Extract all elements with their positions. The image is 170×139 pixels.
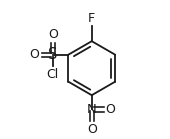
Text: O: O xyxy=(87,123,97,136)
Text: O: O xyxy=(30,48,39,61)
Text: N: N xyxy=(87,103,97,116)
Text: O: O xyxy=(106,103,116,116)
Text: Cl: Cl xyxy=(47,68,59,81)
Text: S: S xyxy=(48,47,57,62)
Text: F: F xyxy=(88,12,95,25)
Text: O: O xyxy=(48,28,58,41)
